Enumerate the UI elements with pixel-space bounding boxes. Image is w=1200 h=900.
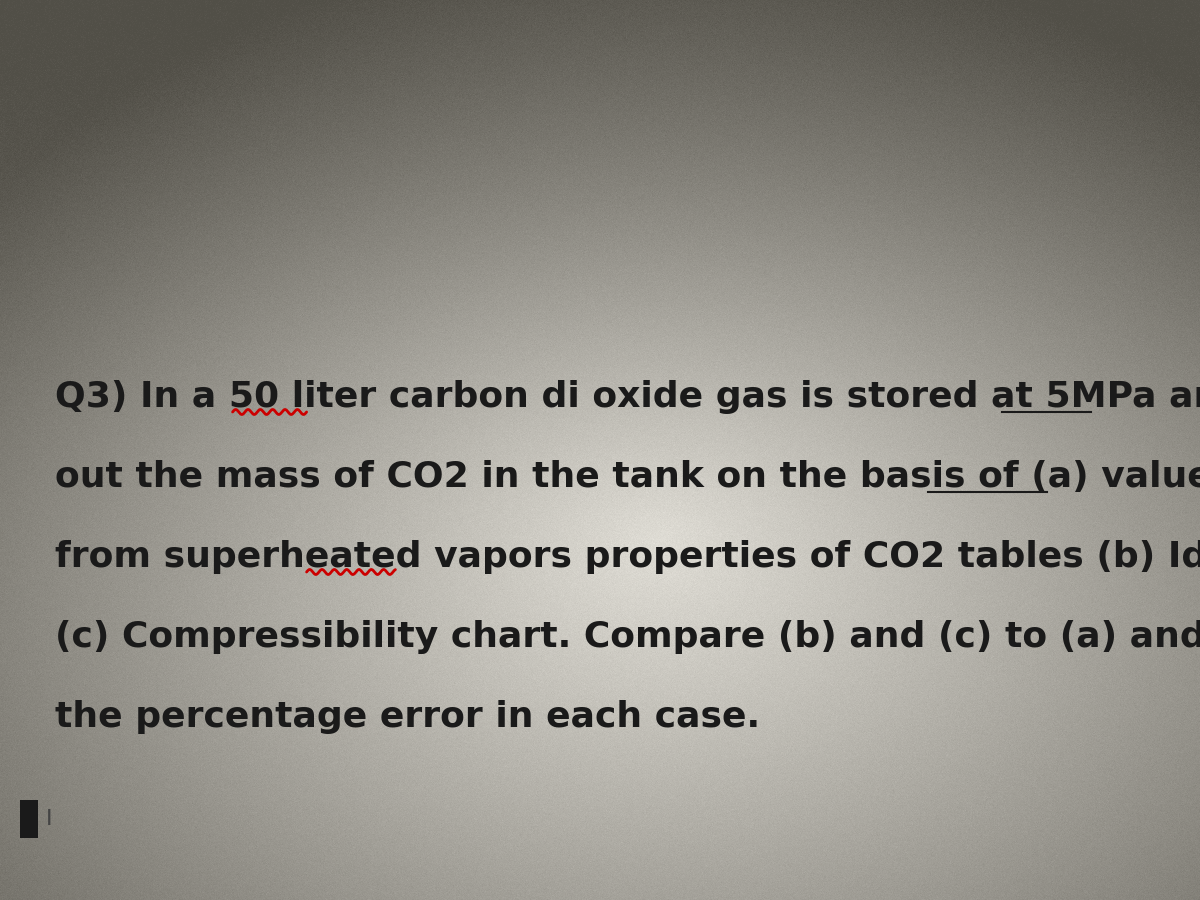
Text: the percentage error in each case.: the percentage error in each case.	[55, 700, 760, 734]
Text: from superheated vapors properties of CO2 tables (b) Ideal gas EOS: from superheated vapors properties of CO…	[55, 540, 1200, 574]
Text: Q3) In a 50 liter carbon di oxide gas is stored at 5MPa and 400 C.Find: Q3) In a 50 liter carbon di oxide gas is…	[55, 380, 1200, 414]
Bar	[20, 800, 38, 838]
Text: I: I	[46, 809, 53, 829]
Text: out the mass of CO2 in the tank on the basis of (a) values obtained: out the mass of CO2 in the tank on the b…	[55, 460, 1200, 494]
Text: (c) Compressibility chart. Compare (b) and (c) to (a) and determine: (c) Compressibility chart. Compare (b) a…	[55, 620, 1200, 654]
